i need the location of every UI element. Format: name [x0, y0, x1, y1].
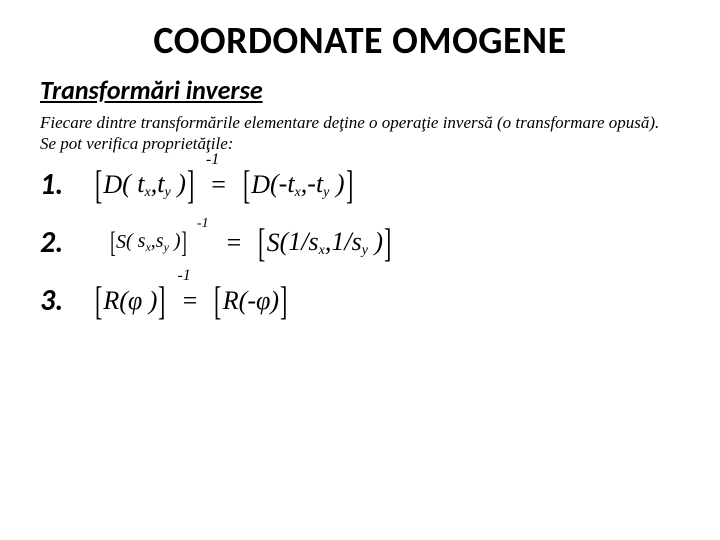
intro-line-1: Fiecare dintre transformările elementare… — [40, 113, 659, 132]
equation-1: 1. [ D( tx,ty ) ] -1 = [ D(-tx,-ty ) ] — [40, 165, 680, 205]
intro-text: Fiecare dintre transformările elementare… — [40, 112, 680, 155]
equation-number: 2. — [40, 224, 92, 261]
equation-body: [ D( tx,ty ) ] -1 = [ D(-tx,-ty ) ] — [92, 165, 356, 205]
exponent: -1 — [206, 151, 219, 169]
equals-sign: = — [183, 286, 198, 316]
slide: COORDONATE OMOGENE Transformări inverse … — [0, 0, 720, 540]
intro-line-2: Se pot verifica proprietăţile: — [40, 134, 233, 153]
exponent: -1 — [177, 267, 190, 285]
section-subtitle: Transformări inverse — [40, 74, 680, 106]
page-title: COORDONATE OMOGENE — [40, 18, 680, 64]
equation-body: [ R(φ ) ] -1 = [ R(-φ) ] — [92, 281, 290, 321]
exponent: -1 — [197, 216, 209, 232]
equation-number: 3. — [40, 282, 92, 319]
equals-sign: = — [211, 170, 226, 200]
equation-2: 2. [ S( sx,sy ) ] -1 = [ S(1/sx,1/sy ) ] — [40, 223, 680, 263]
lhs-term: [ D( tx,ty ) ] -1 — [94, 165, 195, 205]
equation-number: 1. — [40, 166, 92, 203]
rhs-term: [ R(-φ) ] — [213, 281, 288, 321]
lhs-term: [ S( sx,sy ) ] -1 — [110, 228, 187, 258]
equation-3: 3. [ R(φ ) ] -1 = [ R(-φ) ] — [40, 281, 680, 321]
rhs-term: [ S(1/sx,1/sy ) ] — [257, 223, 392, 263]
lhs-term: [ R(φ ) ] -1 — [94, 281, 167, 321]
rhs-term: [ D(-tx,-ty ) ] — [242, 165, 354, 205]
equals-sign: = — [227, 228, 242, 258]
equation-body: [ S( sx,sy ) ] -1 = [ S(1/sx,1/sy ) ] — [92, 223, 394, 263]
